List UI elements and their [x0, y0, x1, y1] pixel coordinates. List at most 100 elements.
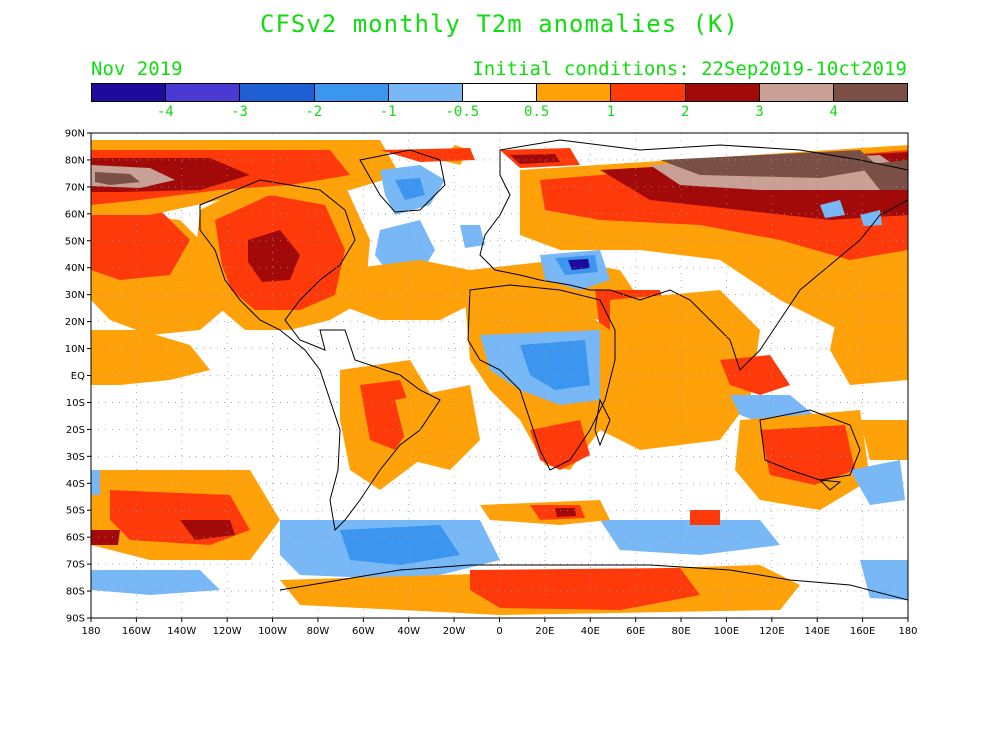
anomaly-contour: [690, 510, 720, 525]
longitude-label: 160W: [122, 626, 151, 637]
colorbar-label: 2: [680, 104, 690, 120]
latitude-label: 70S: [66, 560, 85, 571]
anomaly-contour: [360, 380, 415, 450]
latitude-label: 20N: [65, 317, 85, 328]
latitude-label: 20S: [66, 425, 85, 436]
anomaly-contour: [530, 420, 590, 470]
colorbar-swatch: [388, 84, 463, 101]
longitude-label: 20E: [535, 626, 554, 637]
anomaly-contour: [395, 178, 425, 200]
latitude-label: 30N: [65, 290, 85, 301]
latitude-label: 40S: [66, 479, 85, 490]
colorbar-label: 1: [606, 104, 616, 120]
longitude-label: 80W: [307, 626, 330, 637]
anomaly-contour: [860, 420, 908, 460]
anomaly-contour: [600, 520, 780, 555]
colorbar-label: -1: [379, 104, 397, 120]
forecast-month: Nov 2019: [91, 58, 183, 80]
longitude-label: 120W: [213, 626, 242, 637]
latitude-label: 80S: [66, 587, 85, 598]
colorbar-swatch: [611, 84, 686, 101]
anomaly-contour: [91, 470, 100, 495]
colorbar-label: 0.5: [523, 104, 550, 120]
colorbar-swatch: [833, 84, 908, 101]
longitude-label: 140W: [167, 626, 196, 637]
coastlines: [199, 139, 908, 601]
latitude-label: 90N: [65, 129, 85, 140]
anomaly-contour: [830, 300, 908, 385]
colorbar-swatch: [462, 84, 538, 101]
anomaly-contour: [660, 150, 880, 178]
longitude-label: 0: [496, 626, 502, 637]
anomaly-contour: [91, 330, 210, 385]
longitude-label: 40E: [581, 626, 600, 637]
longitude-label: 140E: [805, 626, 830, 637]
anomaly-contour: [248, 230, 300, 282]
region-pacific: [91, 300, 908, 560]
anomaly-contour: [395, 385, 480, 470]
anomaly-contour: [520, 340, 590, 390]
colorbar-label: -2: [305, 104, 323, 120]
longitude-label: 160E: [850, 626, 875, 637]
longitude-label: 120E: [759, 626, 784, 637]
anomaly-contour: [760, 425, 855, 485]
longitude-label: 20W: [443, 626, 466, 637]
region-eurasia: [520, 145, 908, 330]
latitude-label: EQ: [71, 371, 85, 382]
latitude-label: 10S: [66, 398, 85, 409]
latitude-label: 80N: [65, 155, 85, 166]
colorbar-swatch: [537, 84, 612, 101]
longitude-label: 100E: [714, 626, 739, 637]
anomaly-contour: [340, 525, 460, 565]
longitude-label: 180: [898, 626, 917, 637]
latitude-label: 40N: [65, 263, 85, 274]
colorbar-swatch: [166, 84, 241, 101]
longitude-label: 60E: [626, 626, 645, 637]
initial-conditions: Initial conditions: 22Sep2019-10ct2019: [472, 58, 907, 80]
longitude-label: 180: [81, 626, 100, 637]
anomaly-contour: [510, 154, 560, 164]
anomaly-contour: [460, 225, 485, 248]
region-antarctica: [280, 565, 800, 615]
colorbar-swatch: [240, 84, 315, 101]
chart-title: CFSv2 monthly T2m anomalies (K): [260, 10, 739, 38]
anomaly-contour: [860, 560, 908, 600]
anomaly-contour: [860, 210, 882, 226]
latitude-label: 10N: [65, 344, 85, 355]
latitude-label: 30S: [66, 452, 85, 463]
anomaly-contour: [555, 508, 576, 517]
region-australia: [735, 410, 905, 510]
colorbar-label: -0.5: [445, 104, 480, 120]
anomaly-contour: [180, 520, 235, 540]
latitude-label: 90S: [66, 614, 85, 625]
anomaly-contour: [340, 260, 480, 320]
region-north-atlantic: [340, 165, 485, 320]
region-southern-ocean: [91, 500, 908, 600]
latitude-label: 50N: [65, 236, 85, 247]
anomaly-contour: [720, 355, 790, 395]
anomaly-field: [91, 140, 908, 615]
colorbar-label: -4: [156, 104, 174, 120]
latitude-label: 70N: [65, 182, 85, 193]
colorbar-label: 4: [829, 104, 838, 120]
colorbar-labels: -4 -3 -2 -1 -0.5 0.5 1 2 3 4: [91, 104, 908, 122]
axes: 90N 80N 70N 60N 50N 40N 30N 20N 10N EQ 10S 20S 30S 40…: [65, 129, 918, 638]
colorbar-swatch: [685, 84, 760, 101]
anomaly-contour: [850, 460, 905, 505]
anomaly-contour: [110, 490, 250, 545]
longitude-label: 80E: [672, 626, 691, 637]
region-africa: [465, 295, 620, 470]
latitude-label: 60N: [65, 209, 85, 220]
colorbar-swatch: [314, 84, 389, 101]
colorbar-swatch: [92, 84, 167, 101]
latitude-label: 50S: [66, 506, 85, 517]
longitude-label: 100W: [258, 626, 287, 637]
anomaly-contour: [91, 200, 190, 280]
colorbar-label: -3: [231, 104, 248, 120]
longitude-label: 60W: [352, 626, 375, 637]
longitude-label: 40W: [397, 626, 420, 637]
region-south-america: [340, 360, 480, 490]
anomaly-contour: [470, 568, 700, 610]
colorbar: [91, 83, 908, 102]
latitude-label: 60S: [66, 533, 85, 544]
